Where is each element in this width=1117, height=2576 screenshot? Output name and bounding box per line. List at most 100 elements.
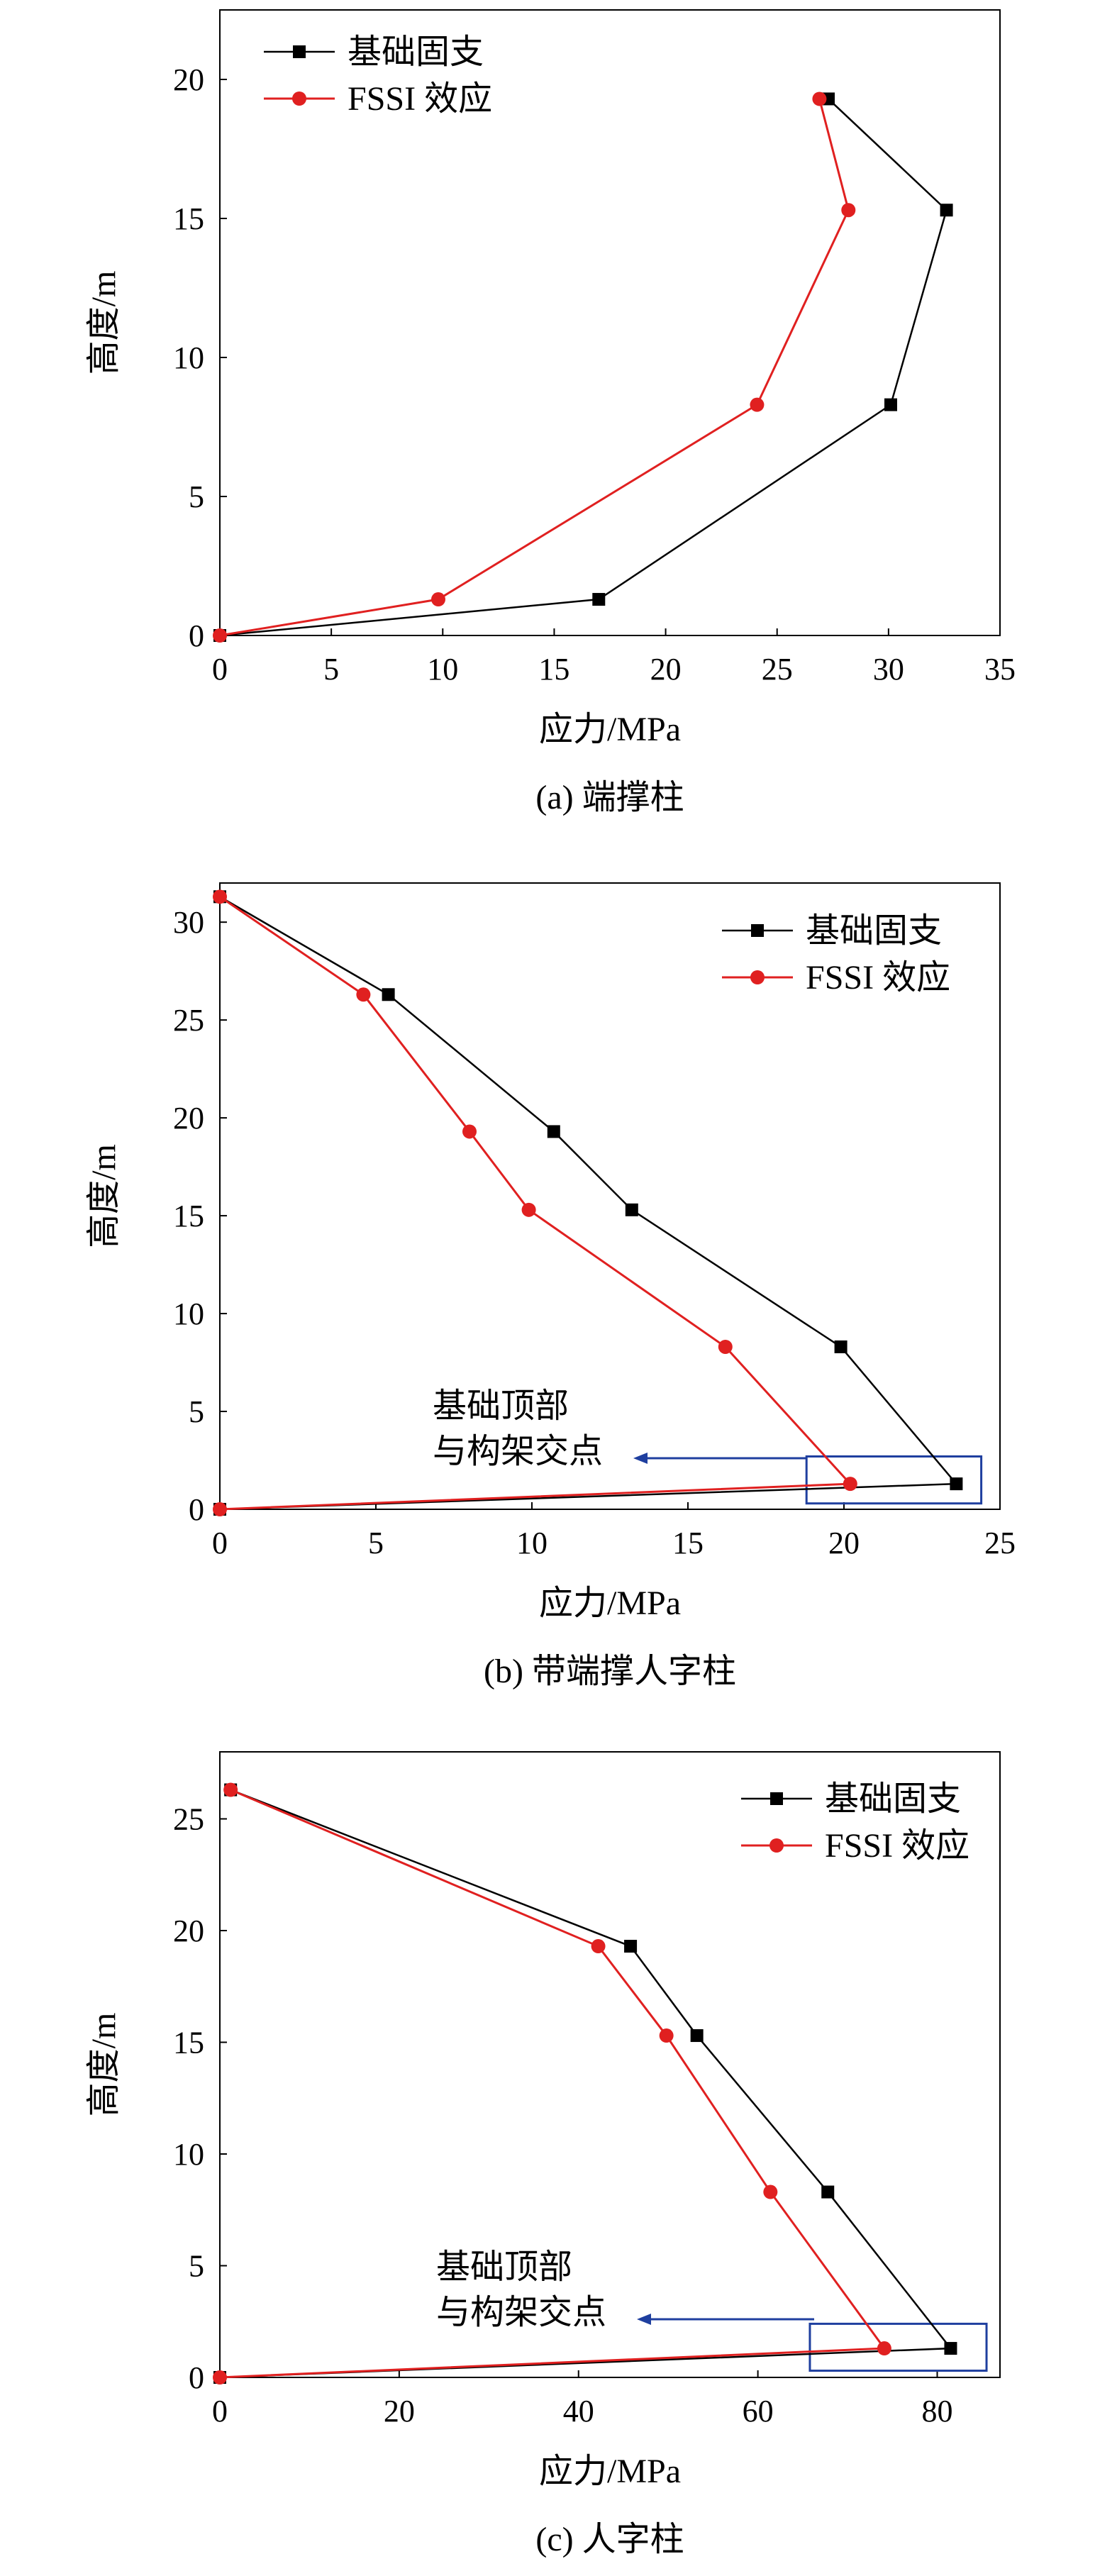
data-point-square (821, 2185, 835, 2199)
y-tick-label: 5 (189, 1394, 204, 1429)
chart-panel-c: 0 20 40 60 80 0 5 10 15 20 25 应力/MPa 高度/m (c) 人字柱 基础顶部… (85, 1751, 1001, 2558)
data-point-square (940, 204, 953, 217)
x-tick-label: 0 (212, 1526, 228, 1560)
x-tick-label: 30 (873, 652, 904, 687)
data-point-square (625, 1203, 638, 1216)
data-point-circle (718, 1339, 733, 1354)
x-axis-label: 应力/MPa (539, 1584, 681, 1622)
data-point-circle (223, 1782, 238, 1797)
x-tick-label: 20 (828, 1526, 860, 1560)
y-axis-label: 高度/m (85, 271, 123, 375)
x-tick-label: 80 (921, 2394, 952, 2428)
legend-label: FSSI 效应 (348, 80, 492, 118)
data-point-circle (659, 2028, 674, 2043)
plot-frame (219, 9, 1001, 636)
series-line-fixed-base (219, 98, 947, 637)
y-tick-label: 0 (189, 2360, 204, 2395)
data-point-circle (591, 1939, 606, 1954)
data-point-circle (213, 2370, 227, 2385)
data-point-square (950, 1477, 963, 1491)
annotation-arrow-head (633, 1453, 648, 1464)
highlight-box (805, 1455, 983, 1505)
annotation-arrow-head (637, 2314, 651, 2325)
y-tick-label: 20 (173, 1101, 204, 1136)
x-tick-label: 10 (516, 1526, 548, 1560)
y-tick-label: 20 (173, 1914, 204, 1948)
x-tick-label: 25 (984, 1526, 1016, 1560)
annotation-line-1: 基础顶部 (433, 1387, 569, 1425)
series-line-fixed-base (219, 1789, 952, 2379)
series-line-fssi (219, 1789, 887, 2379)
x-tick-label: 35 (984, 652, 1016, 687)
data-point-circle (431, 592, 445, 607)
data-point-square (884, 398, 897, 411)
legend-marker-circle (292, 91, 306, 106)
x-tick-label: 25 (762, 652, 793, 687)
data-point-circle (213, 628, 227, 643)
y-tick-label: 0 (189, 618, 204, 653)
y-tick-label: 5 (189, 479, 204, 514)
data-point-circle (462, 1124, 477, 1139)
plot-frame (219, 882, 1001, 1510)
data-point-square (547, 1125, 560, 1138)
legend-label: 基础固支 (825, 1780, 961, 1818)
legend-label: FSSI 效应 (806, 959, 950, 996)
y-tick-label: 10 (173, 340, 204, 375)
y-tick-label: 15 (173, 201, 204, 236)
legend-marker-circle (769, 1838, 784, 1853)
data-point-square (624, 1940, 638, 1953)
x-tick-label: 10 (427, 652, 458, 687)
data-point-square (834, 1340, 848, 1353)
chart-panel-b: 0 5 10 15 20 25 0 5 10 15 20 25 30 应力/MPa 高度/m (b) 带端撑人… (85, 882, 1016, 1690)
legend: 基础固支 FSSI 效应 (722, 912, 950, 996)
x-tick-label: 20 (650, 652, 682, 687)
x-tick-label: 40 (563, 2394, 594, 2428)
y-tick-label: 25 (173, 1802, 204, 1837)
legend-marker-circle (750, 970, 765, 984)
y-axis-label: 高度/m (85, 1144, 123, 1248)
y-tick-label: 10 (173, 1297, 204, 1331)
plot-frame (219, 1751, 1001, 2378)
data-point-circle (750, 397, 765, 412)
x-axis-label: 应力/MPa (539, 711, 681, 748)
x-tick-label: 5 (368, 1526, 384, 1560)
data-point-circle (843, 1477, 857, 1492)
y-tick-label: 10 (173, 2137, 204, 2172)
x-tick-label: 5 (323, 652, 339, 687)
data-point-square (382, 988, 395, 1001)
data-point-square (944, 2342, 957, 2355)
data-point-circle (213, 1502, 227, 1516)
x-tick-label: 0 (212, 2394, 228, 2428)
data-point-square (690, 2029, 704, 2043)
legend-marker-square (293, 45, 306, 58)
annotation-line-2: 与构架交点 (433, 1433, 603, 1470)
x-axis-label: 应力/MPa (539, 2453, 681, 2490)
y-tick-label: 15 (173, 1199, 204, 1233)
legend-label: 基础固支 (806, 912, 942, 950)
x-tick-label: 15 (538, 652, 569, 687)
x-tick-label: 20 (384, 2394, 415, 2428)
data-point-square (592, 593, 606, 606)
legend-marker-square (751, 924, 764, 937)
panel-caption: (c) 人字柱 (535, 2521, 684, 2558)
legend: 基础固支 FSSI 效应 (264, 33, 492, 118)
annotation-line-2: 与构架交点 (436, 2294, 606, 2331)
x-tick-label: 0 (212, 652, 228, 687)
panel-caption: (b) 带端撑人字柱 (484, 1653, 736, 1690)
data-point-circle (521, 1202, 536, 1217)
highlight-box (808, 2322, 988, 2372)
series-line-fssi (219, 99, 850, 637)
legend-marker-square (770, 1792, 783, 1805)
legend-label: 基础固支 (348, 33, 484, 71)
y-tick-label: 0 (189, 1492, 204, 1527)
data-point-circle (841, 203, 856, 218)
y-tick-label: 15 (173, 2026, 204, 2060)
data-point-circle (356, 987, 371, 1002)
panel-caption: (a) 端撑柱 (535, 779, 684, 816)
legend-label: FSSI 效应 (825, 1827, 969, 1865)
y-tick-label: 25 (173, 1003, 204, 1038)
x-tick-label: 60 (743, 2394, 774, 2428)
y-axis-label: 高度/m (85, 2013, 123, 2117)
data-point-circle (812, 91, 827, 106)
